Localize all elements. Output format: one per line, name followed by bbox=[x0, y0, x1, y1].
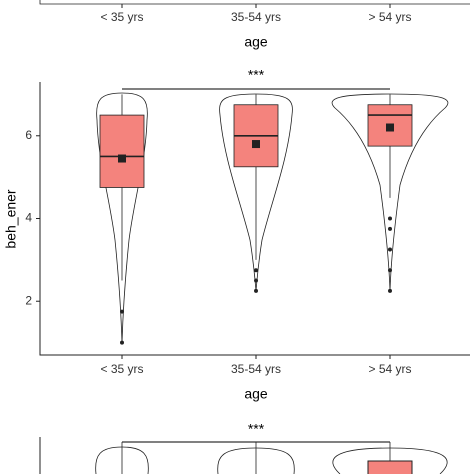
outlier bbox=[254, 268, 258, 273]
x-axis-label: age bbox=[244, 386, 268, 402]
y-tick-label: 6 bbox=[25, 128, 32, 142]
panel-frame bbox=[39, 0, 470, 5]
outlier bbox=[254, 288, 258, 293]
x-tick-label: > 54 yrs bbox=[368, 362, 411, 376]
y-tick-label: 2 bbox=[25, 293, 32, 307]
bottom-panel: *** bbox=[39, 421, 448, 474]
mean bbox=[386, 123, 394, 132]
mean bbox=[252, 140, 260, 149]
significance: *** bbox=[248, 67, 265, 83]
outlier bbox=[388, 247, 392, 252]
y-axis-label: beh_ener bbox=[3, 189, 19, 249]
outlier bbox=[388, 288, 392, 293]
mean bbox=[118, 154, 126, 163]
box bbox=[99, 114, 145, 188]
outlier bbox=[388, 226, 392, 231]
axis-frame bbox=[39, 82, 470, 356]
x-tick-label: 35-54 yrs bbox=[231, 10, 281, 24]
outlier bbox=[120, 340, 124, 345]
x-tick-label: 35-54 yrs bbox=[231, 362, 281, 376]
outlier bbox=[388, 268, 392, 273]
box bbox=[367, 460, 413, 474]
outlier bbox=[254, 278, 258, 283]
x-tick-label: > 54 yrs bbox=[368, 10, 411, 24]
y-tick-label: 4 bbox=[25, 211, 32, 225]
x-axis-label: age bbox=[244, 34, 268, 50]
x-tick-label: < 35 yrs bbox=[100, 10, 143, 24]
x-tick-label: < 35 yrs bbox=[100, 362, 143, 376]
significance: *** bbox=[248, 421, 265, 437]
outlier bbox=[120, 309, 124, 314]
outlier bbox=[388, 216, 392, 221]
